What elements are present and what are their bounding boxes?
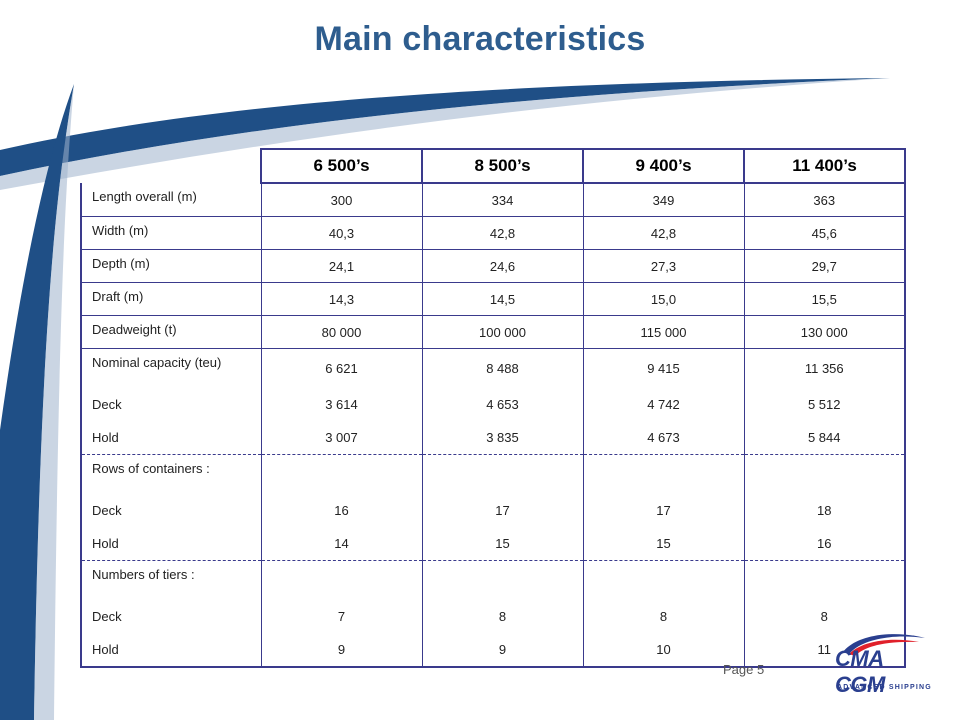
logo-arc-icon <box>843 634 925 656</box>
table-row: Rows of containers : <box>80 454 906 494</box>
row-label-width: Width (m) <box>80 216 261 250</box>
cell-value: 4 742 <box>582 388 744 421</box>
logo-text: CMA CGM <box>835 646 885 697</box>
cell-value: 17 <box>582 494 744 527</box>
header-11400: 11 400’s <box>743 148 906 184</box>
cell-value: 6 621 <box>260 348 422 388</box>
row-label-tiers-hold: Hold <box>80 633 261 668</box>
table-row: Nominal capacity (teu) 6 621 8 488 9 415… <box>80 348 906 388</box>
table-row: Length overall (m) 300 334 349 363 <box>80 183 906 217</box>
row-label-rows: Rows of containers : <box>80 454 261 494</box>
row-label-capacity-deck: Deck <box>80 388 261 421</box>
row-label-length: Length overall (m) <box>80 183 261 217</box>
table-row: Deck 3 614 4 653 4 742 5 512 <box>80 388 906 421</box>
cell-value: 11 356 <box>743 348 906 388</box>
cell-value: 9 <box>260 633 422 668</box>
cell-value: 8 <box>582 600 744 633</box>
header-6500: 6 500’s <box>260 148 423 184</box>
cell-value: 363 <box>743 183 906 217</box>
cell-value: 334 <box>421 183 583 217</box>
characteristics-table: 6 500’s 8 500’s 9 400’s 11 400’s Length … <box>80 148 906 668</box>
cell-value: 24,1 <box>260 249 422 283</box>
cell-value: 29,7 <box>743 249 906 283</box>
cell-value: 42,8 <box>582 216 744 250</box>
table-row: Deadweight (t) 80 000 100 000 115 000 13… <box>80 315 906 349</box>
table-row: Hold 14 15 15 16 <box>80 527 906 561</box>
header-8500: 8 500’s <box>421 148 584 184</box>
cell-value: 3 835 <box>421 421 583 455</box>
page-title: Main characteristics <box>314 20 646 58</box>
cell-value: 15,5 <box>743 282 906 316</box>
header-blank-cell <box>81 149 261 183</box>
company-logo: CMA CGM ADVANCED SHIPPING <box>835 628 935 698</box>
cell-value: 300 <box>260 183 422 217</box>
row-label-rows-hold: Hold <box>80 527 261 561</box>
row-label-draft: Draft (m) <box>80 282 261 316</box>
row-label-capacity-hold: Hold <box>80 421 261 455</box>
row-label-rows-deck: Deck <box>80 494 261 527</box>
table-row: Deck 7 8 8 8 <box>80 600 906 633</box>
table-row: Numbers of tiers : <box>80 560 906 600</box>
cell-value: 7 <box>260 600 422 633</box>
cell-value: 8 488 <box>421 348 583 388</box>
cell-value: 24,6 <box>421 249 583 283</box>
cell-value: 100 000 <box>421 315 583 349</box>
cell-value: 15 <box>582 527 744 561</box>
cell-value: 14,5 <box>421 282 583 316</box>
cell-value: 3 614 <box>260 388 422 421</box>
cell-value: 80 000 <box>260 315 422 349</box>
table-row: Depth (m) 24,1 24,6 27,3 29,7 <box>80 249 906 283</box>
page-number: Page 5 <box>723 662 765 677</box>
cell-value: 4 673 <box>582 421 744 455</box>
cell-value: 15,0 <box>582 282 744 316</box>
table-row: Hold 3 007 3 835 4 673 5 844 <box>80 421 906 455</box>
row-label-depth: Depth (m) <box>80 249 261 283</box>
cell-value: 16 <box>260 494 422 527</box>
header-9400: 9 400’s <box>582 148 745 184</box>
cell-value: 3 007 <box>260 421 422 455</box>
cell-value: 17 <box>421 494 583 527</box>
cell-value: 8 <box>743 600 906 633</box>
cell-value: 9 415 <box>582 348 744 388</box>
row-label-tiers: Numbers of tiers : <box>80 560 261 600</box>
cell-value: 8 <box>421 600 583 633</box>
table-row: Deck 16 17 17 18 <box>80 494 906 527</box>
cell-value: 15 <box>421 527 583 561</box>
cell-value: 16 <box>743 527 906 561</box>
row-label-deadweight: Deadweight (t) <box>80 315 261 349</box>
table-row: Hold 9 9 10 11 <box>80 633 906 668</box>
cell-value: 40,3 <box>260 216 422 250</box>
row-label-capacity: Nominal capacity (teu) <box>80 348 261 388</box>
table-row: Width (m) 40,3 42,8 42,8 45,6 <box>80 216 906 250</box>
cell-value: 115 000 <box>582 315 744 349</box>
cell-value: 14,3 <box>260 282 422 316</box>
cell-value: 9 <box>421 633 583 668</box>
cell-value: 130 000 <box>743 315 906 349</box>
cell-value: 5 844 <box>743 421 906 455</box>
cell-value: 10 <box>582 633 744 668</box>
cell-value: 27,3 <box>582 249 744 283</box>
cell-value: 4 653 <box>421 388 583 421</box>
cell-value: 5 512 <box>743 388 906 421</box>
cell-value: 349 <box>582 183 744 217</box>
cell-value: 42,8 <box>421 216 583 250</box>
table-header-row: 6 500’s 8 500’s 9 400’s 11 400’s <box>81 148 906 184</box>
cell-value: 18 <box>743 494 906 527</box>
cell-value: 45,6 <box>743 216 906 250</box>
row-label-tiers-deck: Deck <box>80 600 261 633</box>
logo-tagline: ADVANCED SHIPPING <box>837 684 932 691</box>
cell-value: 14 <box>260 527 422 561</box>
table-row: Draft (m) 14,3 14,5 15,0 15,5 <box>80 282 906 316</box>
